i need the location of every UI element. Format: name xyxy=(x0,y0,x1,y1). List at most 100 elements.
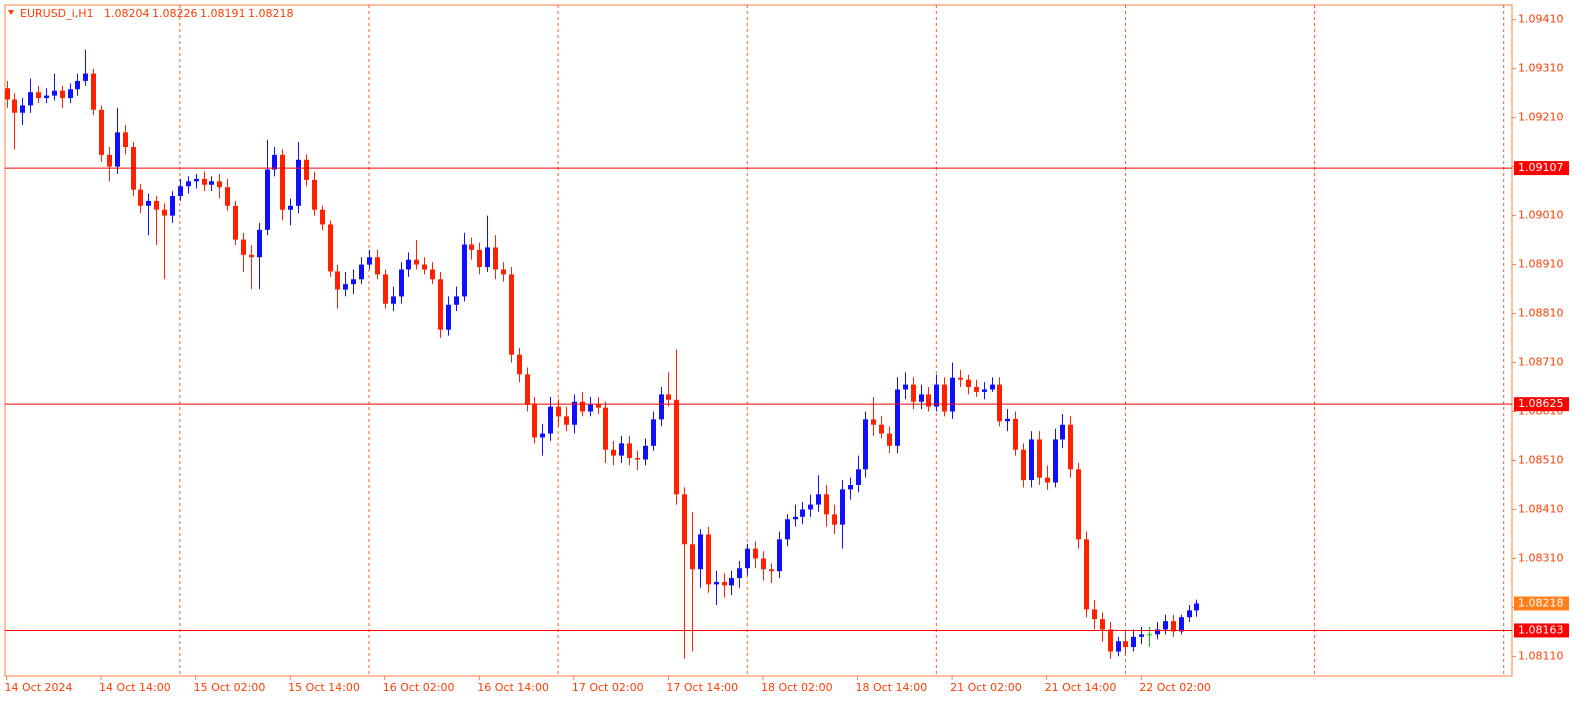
candle-body xyxy=(564,416,569,425)
level-label: 1.08625 xyxy=(1518,397,1564,410)
candle-body xyxy=(911,384,916,402)
candle-body xyxy=(493,247,498,270)
candle-body xyxy=(525,374,530,405)
candle-body xyxy=(249,254,254,258)
candle-body xyxy=(414,259,419,265)
candle-body xyxy=(12,99,17,113)
y-tick-label: 1.09010 xyxy=(1518,209,1564,222)
candle-body xyxy=(272,154,277,170)
candle-body xyxy=(580,401,585,412)
candle-body xyxy=(454,296,459,305)
y-tick-label: 1.08710 xyxy=(1518,356,1564,369)
candle-body xyxy=(856,469,861,485)
candle-body xyxy=(1053,439,1058,483)
candle-body xyxy=(871,419,876,425)
candle-body xyxy=(280,154,285,210)
candle-body xyxy=(824,494,829,515)
candle-body xyxy=(469,244,474,250)
x-tick-label: 16 Oct 14:00 xyxy=(477,681,549,694)
y-tick-label: 1.09310 xyxy=(1518,62,1564,75)
y-tick-label: 1.09410 xyxy=(1518,13,1564,26)
candle-body xyxy=(800,509,805,517)
header-high: 1.08226 xyxy=(152,7,198,20)
candle-body xyxy=(265,169,270,230)
y-tick-label: 1.08110 xyxy=(1518,649,1564,662)
candle-body xyxy=(887,433,892,446)
candle-body xyxy=(966,379,971,388)
candle-body xyxy=(296,159,301,206)
candle-body xyxy=(974,387,979,392)
candle-body xyxy=(603,407,608,450)
candle-body xyxy=(383,274,388,304)
candle-body xyxy=(422,264,427,270)
y-tick-label: 1.08310 xyxy=(1518,551,1564,564)
candle-body xyxy=(186,181,191,187)
header-low: 1.08191 xyxy=(200,7,246,20)
candle-body xyxy=(816,494,821,505)
candle-body xyxy=(753,548,758,559)
x-tick-label: 21 Oct 14:00 xyxy=(1045,681,1117,694)
candle-body xyxy=(611,449,616,456)
candle-body xyxy=(1187,610,1192,618)
candle-body xyxy=(1163,621,1168,630)
candle-body xyxy=(5,88,10,100)
candle-body xyxy=(178,186,183,197)
candle-body xyxy=(68,89,73,99)
candle-body xyxy=(879,424,884,434)
candle-body xyxy=(596,404,601,408)
candle-body xyxy=(532,404,537,438)
candle-body xyxy=(832,514,837,525)
symbol: EURUSD_i,H1 xyxy=(20,7,93,20)
candle-body xyxy=(934,384,939,407)
candle-body xyxy=(20,105,25,113)
candle-body xyxy=(359,264,364,280)
candle-body xyxy=(722,581,727,586)
candle-body xyxy=(241,239,246,255)
current-price-label: 1.08218 xyxy=(1518,597,1564,610)
candle-body xyxy=(138,189,143,206)
y-tick-label: 1.08410 xyxy=(1518,502,1564,515)
y-tick-label: 1.08810 xyxy=(1518,307,1564,320)
candle-body xyxy=(1084,539,1089,610)
candle-body xyxy=(1194,603,1199,611)
candle-body xyxy=(257,229,262,258)
candle-body xyxy=(950,377,955,412)
candle-body xyxy=(194,178,199,182)
candle-body xyxy=(919,394,924,402)
header-open: 1.08204 xyxy=(104,7,150,20)
candle-body xyxy=(666,394,671,400)
candle-body xyxy=(745,548,750,569)
candle-body xyxy=(737,568,742,579)
x-tick-label: 18 Oct 14:00 xyxy=(856,681,928,694)
candle-body xyxy=(44,95,49,99)
candle-body xyxy=(1013,418,1018,450)
level-label: 1.08163 xyxy=(1518,623,1564,636)
candle-body xyxy=(674,399,679,495)
candle-body xyxy=(643,445,648,460)
current-price-box xyxy=(1514,596,1569,611)
candle-body xyxy=(1068,424,1073,470)
candle-body xyxy=(903,384,908,390)
candle-body xyxy=(1171,621,1176,632)
candle-body xyxy=(958,377,963,380)
candle-body xyxy=(761,558,766,570)
candle-body xyxy=(548,406,553,434)
candle-body xyxy=(635,458,640,460)
candle-body xyxy=(162,209,167,216)
x-tick-label: 15 Oct 14:00 xyxy=(288,681,360,694)
candle-body xyxy=(351,279,356,285)
candle-body xyxy=(477,249,482,268)
level-label: 1.09107 xyxy=(1518,161,1564,174)
candle-body xyxy=(1155,629,1160,635)
candle-body xyxy=(375,257,380,275)
plot-frame xyxy=(4,4,1513,677)
candle-body xyxy=(1037,439,1042,478)
y-tick-label: 1.08510 xyxy=(1518,453,1564,466)
candle-body xyxy=(840,489,845,525)
candle-body xyxy=(848,484,853,490)
candle-body xyxy=(1045,477,1050,483)
x-tick-label: 18 Oct 02:00 xyxy=(761,681,833,694)
candle-body xyxy=(588,404,593,412)
candle-body xyxy=(777,539,782,572)
collapse-icon[interactable] xyxy=(8,10,14,15)
